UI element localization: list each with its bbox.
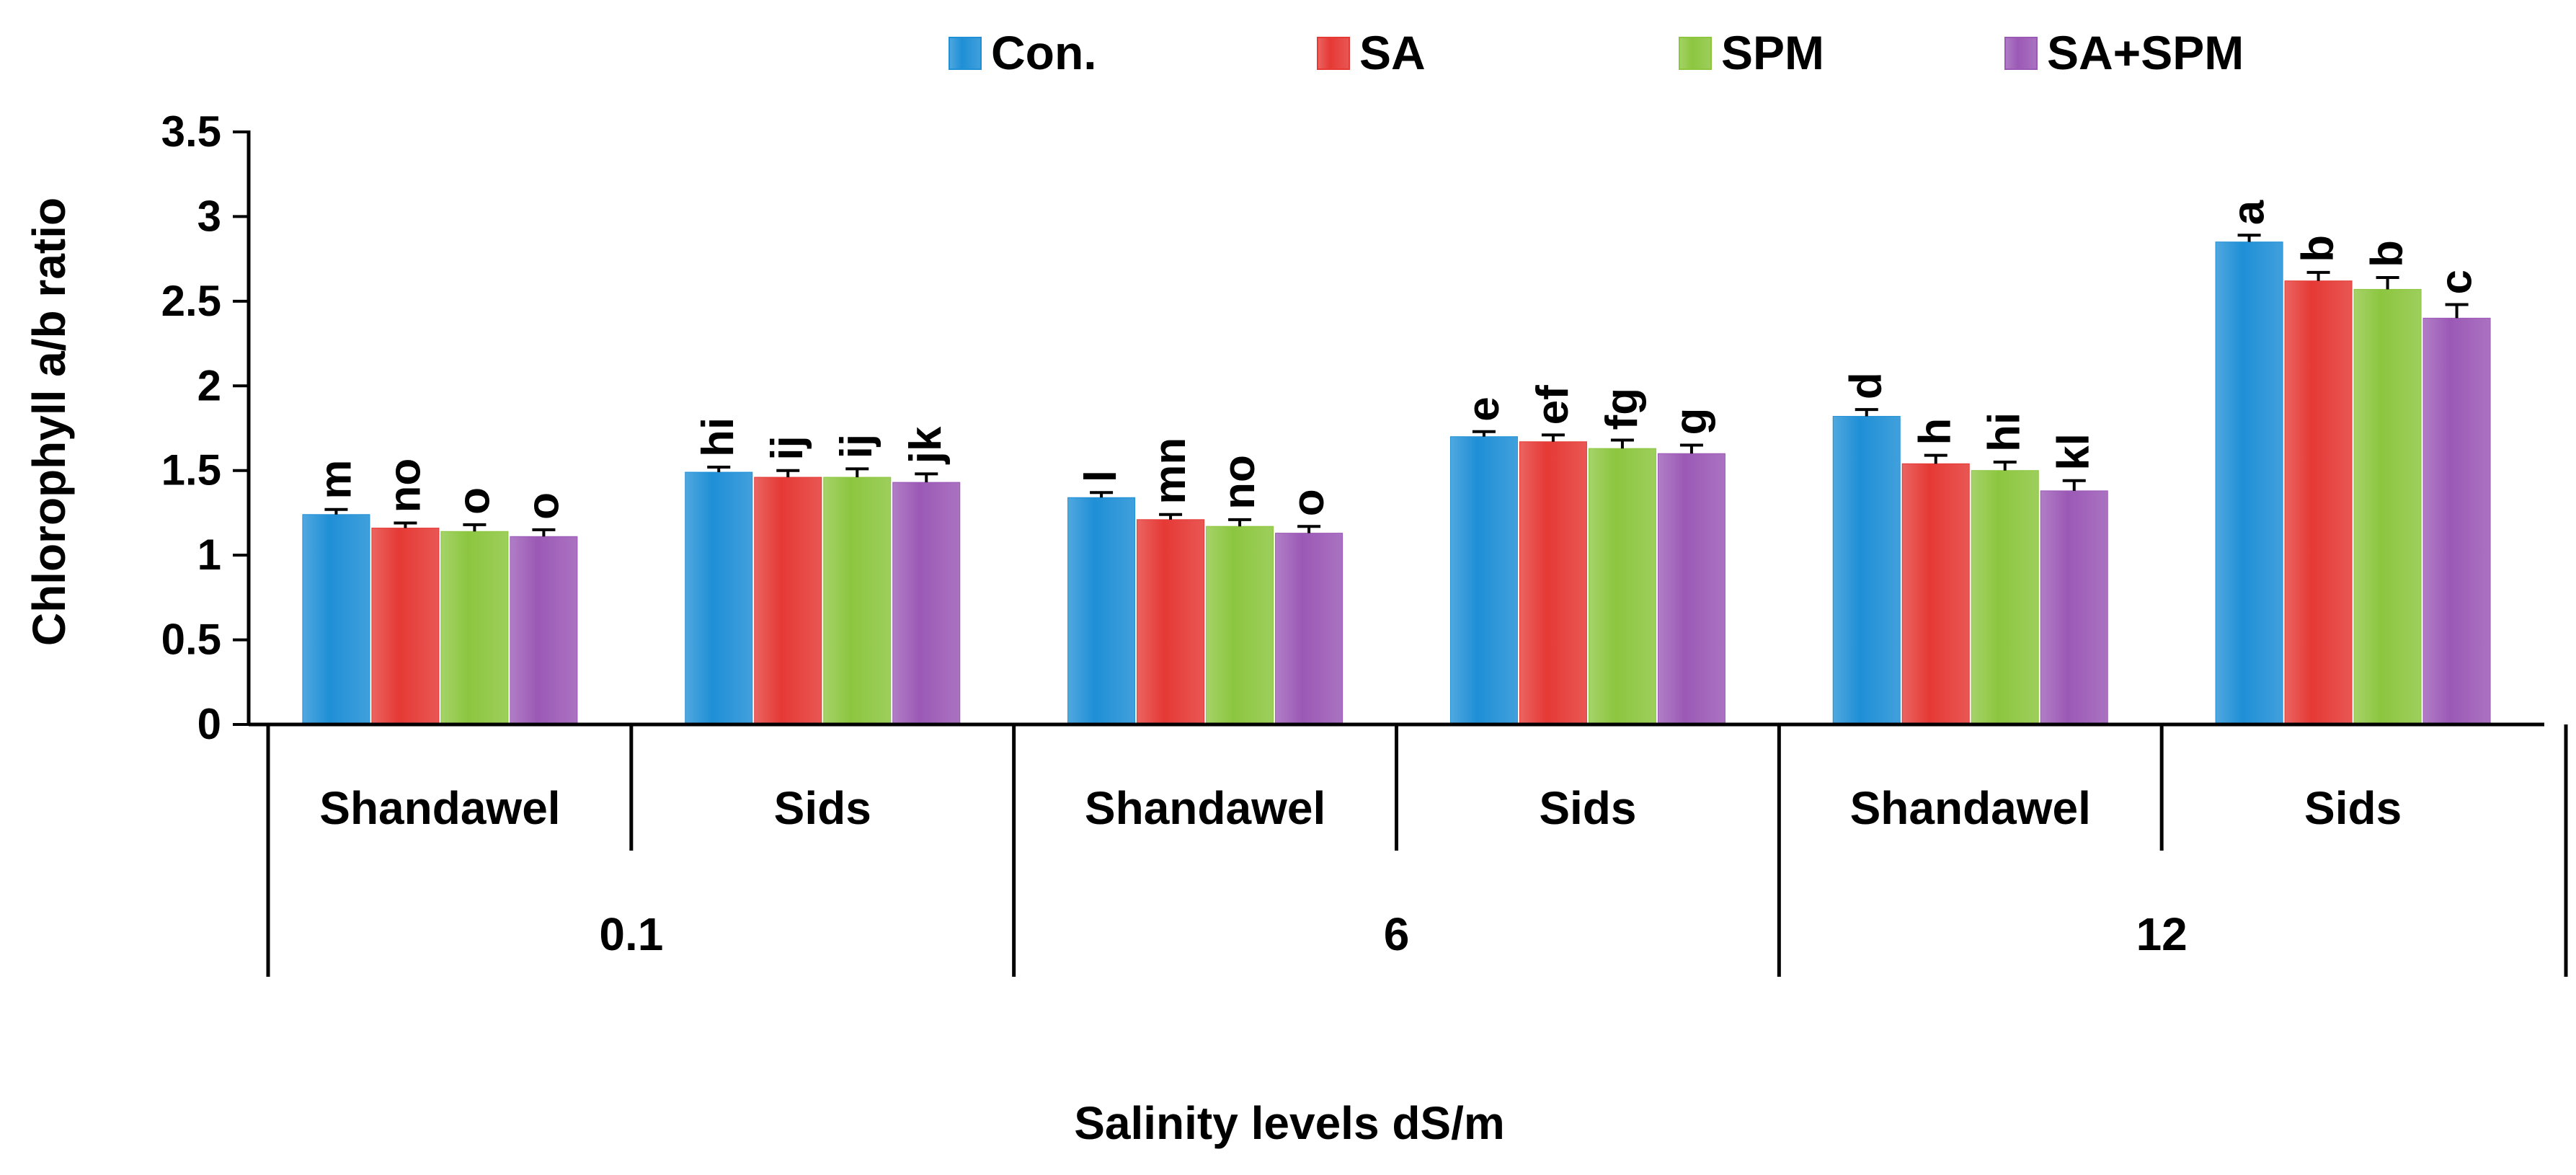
bar-spm-4 xyxy=(1971,470,2039,725)
significance-letter: kl xyxy=(2049,433,2099,471)
bar-sa-spm-4 xyxy=(2040,490,2108,725)
bar-sa-5 xyxy=(2284,280,2353,725)
significance-letter: mn xyxy=(1145,438,1195,505)
significance-letter: h xyxy=(1911,418,1960,445)
bar-spm-0 xyxy=(440,531,509,725)
legend-swatch xyxy=(1679,37,1712,70)
significance-letter: d xyxy=(1842,372,1891,399)
bar-con--1 xyxy=(685,471,753,725)
significance-letter: ef xyxy=(1528,385,1578,425)
significance-letter: hi xyxy=(693,417,743,457)
bar-con--5 xyxy=(2215,241,2283,725)
significance-letter: o xyxy=(449,487,499,515)
y-tick-label: 1.5 xyxy=(161,446,221,495)
category-label: Shandawel xyxy=(1850,782,2091,834)
significance-letter: b xyxy=(2293,235,2343,262)
significance-letter: g xyxy=(1666,408,1716,435)
significance-letter: m xyxy=(311,460,360,500)
category-label: Sids xyxy=(1539,782,1636,834)
bar-sa-spm-5 xyxy=(2422,317,2491,725)
significance-letter: ij xyxy=(763,435,812,460)
significance-letter: jk xyxy=(901,426,951,464)
y-tick-label: 2.5 xyxy=(161,277,221,325)
bar-sa-spm-3 xyxy=(1657,453,1726,725)
legend-swatch xyxy=(949,37,982,70)
bar-sa-spm-0 xyxy=(510,536,578,725)
y-tick-label: 3.5 xyxy=(161,107,221,156)
y-axis: 0 0.5 1 1.5 2 2.5 3 3.5 xyxy=(161,107,251,748)
bar-spm-2 xyxy=(1206,526,1274,725)
significance-letter: fg xyxy=(1597,388,1647,430)
significance-letter: e xyxy=(1459,396,1509,421)
bar-spm-3 xyxy=(1588,448,1656,725)
x-axis: Shandawel Sids Shandawel Sids Shandawel Sids 0… xyxy=(249,722,2568,977)
category-label: Shandawel xyxy=(319,782,560,834)
y-axis-label: Chlorophyll a/b ratio xyxy=(23,198,75,646)
bar-con--2 xyxy=(1067,497,1136,725)
bar-sa-2 xyxy=(1137,519,1205,725)
legend: Con. SA SPM SA+SPM xyxy=(949,26,2244,79)
legend-label: Con. xyxy=(991,26,1097,79)
group-label: 6 xyxy=(1384,908,1410,960)
bar-con--0 xyxy=(302,514,370,725)
significance-letter: o xyxy=(1284,489,1333,516)
significance-letter: no xyxy=(1214,455,1264,510)
category-label: Sids xyxy=(774,782,871,834)
significance-letter: no xyxy=(380,458,430,513)
group-label: 0.1 xyxy=(599,908,663,960)
y-tick-label: 0 xyxy=(197,700,221,748)
significance-letter: c xyxy=(2432,270,2482,294)
bar-sa-1 xyxy=(754,476,822,725)
y-tick-label: 3 xyxy=(197,192,221,240)
legend-label: SA xyxy=(1359,26,1426,79)
y-tick-label: 1 xyxy=(197,531,221,579)
y-tick-label: 0.5 xyxy=(161,616,221,664)
group-label: 12 xyxy=(2136,908,2188,960)
significance-letter: l xyxy=(1076,470,1126,482)
legend-label: SPM xyxy=(1721,26,1824,79)
y-tick-label: 2 xyxy=(197,361,221,409)
category-label: Shandawel xyxy=(1085,782,1325,834)
significance-letter: hi xyxy=(1980,412,2030,452)
bar-sa-spm-1 xyxy=(892,482,961,725)
bar-spm-1 xyxy=(823,476,892,725)
bar-sa-4 xyxy=(1901,463,1970,725)
bar-con--4 xyxy=(1832,416,1901,725)
significance-letter: ij xyxy=(832,434,881,458)
category-label: Sids xyxy=(2304,782,2402,834)
significance-letter: o xyxy=(518,492,568,520)
legend-swatch xyxy=(1317,37,1350,70)
significance-letter: a xyxy=(2224,200,2274,225)
legend-swatch xyxy=(2004,37,2038,70)
legend-label: SA+SPM xyxy=(2047,26,2244,79)
bar-con--3 xyxy=(1449,436,1518,725)
bar-sa-spm-2 xyxy=(1275,533,1343,725)
x-axis-label: Salinity levels dS/m xyxy=(1074,1097,1505,1149)
bar-sa-3 xyxy=(1519,441,1587,725)
significance-letter: b xyxy=(2363,240,2412,267)
bar-spm-5 xyxy=(2353,288,2422,725)
bar-sa-0 xyxy=(371,528,440,725)
